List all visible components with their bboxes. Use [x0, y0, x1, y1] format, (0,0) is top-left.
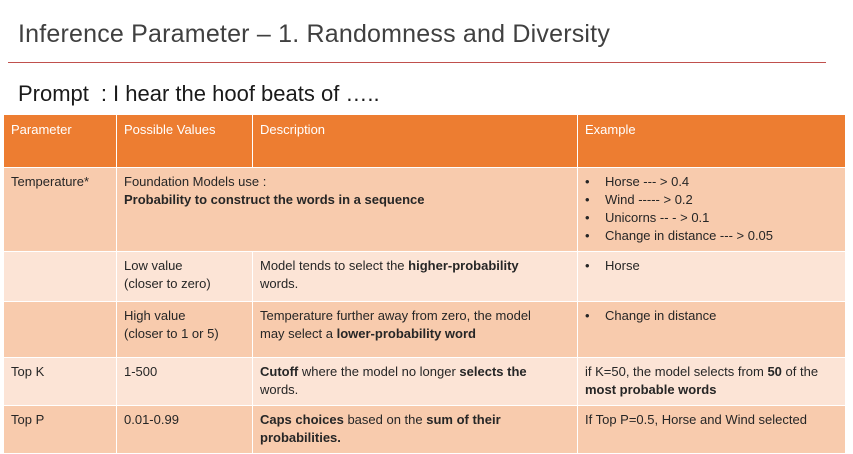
topp-value: 0.01-0.99 [116, 405, 253, 454]
prompt-text: I hear the hoof beats of ….. [113, 81, 380, 106]
topp-example: If Top P=0.5, Horse and Wind selected [577, 405, 846, 454]
list-item: Change in distance [585, 307, 838, 325]
table-header-row: Parameter Possible Values Description Ex… [3, 114, 846, 168]
topk-description: Cutoff where the model no longer selects… [252, 357, 578, 406]
list-item: Change in distance --- > 0.05 [585, 227, 838, 245]
header-example: Example [577, 114, 846, 168]
high-value: High value (closer to 1 or 5) [116, 301, 253, 358]
table-row-low-value: Low value (closer to zero) Model tends t… [3, 251, 846, 302]
slide-title: Inference Parameter – 1. Randomness and … [18, 20, 611, 48]
table-row-temperature: Temperature* Foundation Models use : Pro… [3, 167, 846, 252]
header-description: Description [252, 114, 578, 168]
temperature-description: Foundation Models use : Probability to c… [116, 167, 578, 252]
list-item: Horse [585, 257, 838, 275]
list-item: Wind ----- > 0.2 [585, 191, 838, 209]
low-param-empty [3, 251, 117, 302]
prompt-line: Prompt: I hear the hoof beats of ….. [18, 81, 380, 107]
high-param-empty [3, 301, 117, 358]
topp-description: Caps choices based on the sum of their p… [252, 405, 578, 454]
table-row-high-value: High value (closer to 1 or 5) Temperatur… [3, 301, 846, 358]
temperature-examples: Horse --- > 0.4 Wind ----- > 0.2 Unicorn… [577, 167, 846, 252]
topk-value: 1-500 [116, 357, 253, 406]
topk-example: if K=50, the model selects from 50 of th… [577, 357, 846, 406]
list-item: Unicorns -- - > 0.1 [585, 209, 838, 227]
low-value: Low value (closer to zero) [116, 251, 253, 302]
temperature-lead: Foundation Models use : [124, 174, 267, 189]
parameters-table: Parameter Possible Values Description Ex… [3, 114, 846, 454]
low-example: Horse [577, 251, 846, 302]
title-divider [8, 62, 826, 63]
table-row-top-p: Top P 0.01-0.99 Caps choices based on th… [3, 405, 846, 454]
prompt-label: Prompt [18, 81, 89, 106]
temperature-param: Temperature* [3, 167, 117, 252]
low-description: Model tends to select the higher-probabi… [252, 251, 578, 302]
high-description: Temperature further away from zero, the … [252, 301, 578, 358]
header-possible-values: Possible Values [116, 114, 253, 168]
prompt-separator: : [100, 81, 108, 106]
table-row-top-k: Top K 1-500 Cutoff where the model no lo… [3, 357, 846, 406]
list-item: Horse --- > 0.4 [585, 173, 838, 191]
topp-param: Top P [3, 405, 117, 454]
temperature-desc: Probability to construct the words in a … [124, 192, 425, 207]
topk-param: Top K [3, 357, 117, 406]
header-parameter: Parameter [3, 114, 117, 168]
high-example: Change in distance [577, 301, 846, 358]
